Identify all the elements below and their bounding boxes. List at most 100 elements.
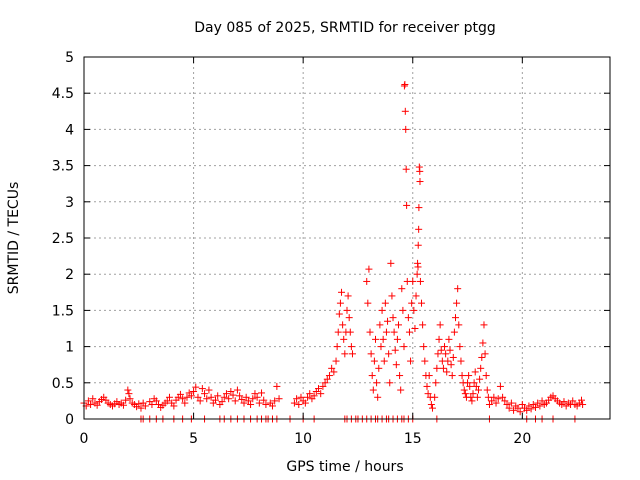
data-point bbox=[323, 375, 331, 383]
x-tick-labels: 0 5 10 15 20 bbox=[80, 431, 532, 447]
data-point bbox=[338, 288, 346, 296]
data-point bbox=[258, 389, 266, 397]
data-point bbox=[376, 321, 384, 329]
data-point bbox=[388, 292, 396, 300]
data-point bbox=[445, 335, 453, 343]
data-point bbox=[176, 390, 184, 398]
data-point bbox=[408, 299, 416, 307]
data-point bbox=[579, 401, 587, 409]
data-point bbox=[244, 397, 252, 405]
data-point bbox=[392, 361, 400, 369]
data-point bbox=[236, 392, 244, 400]
data-point bbox=[415, 204, 423, 212]
data-point bbox=[365, 265, 373, 273]
data-point bbox=[301, 399, 309, 407]
data-point bbox=[214, 392, 222, 400]
data-point bbox=[370, 357, 378, 365]
data-point bbox=[368, 372, 376, 380]
data-point bbox=[190, 387, 198, 395]
y-tick-labels: 0 0.5 1 1.5 2 2.5 3 3.5 4 4.5 5 bbox=[52, 50, 74, 428]
data-point bbox=[503, 401, 511, 409]
data-point bbox=[306, 390, 314, 398]
data-point bbox=[364, 299, 372, 307]
data-point bbox=[382, 328, 390, 336]
data-point bbox=[381, 299, 389, 307]
data-point bbox=[330, 368, 338, 376]
data-point bbox=[380, 357, 388, 365]
data-point bbox=[255, 399, 263, 407]
data-point bbox=[416, 178, 424, 186]
data-point bbox=[507, 399, 515, 407]
data-point bbox=[432, 379, 440, 387]
y-tick-label: 1.5 bbox=[52, 303, 74, 319]
data-point bbox=[425, 372, 433, 380]
data-point bbox=[379, 335, 387, 343]
data-point bbox=[339, 321, 347, 329]
data-point bbox=[247, 401, 255, 409]
data-point bbox=[431, 393, 439, 401]
data-point bbox=[399, 306, 407, 314]
data-point bbox=[479, 339, 487, 347]
data-point bbox=[442, 350, 450, 358]
data-point bbox=[538, 397, 546, 405]
data-point bbox=[443, 368, 451, 376]
data-point bbox=[501, 397, 509, 405]
data-point bbox=[222, 390, 230, 398]
x-tick-label: 0 bbox=[80, 431, 89, 447]
data-point bbox=[446, 346, 454, 354]
data-point bbox=[152, 397, 160, 405]
data-point bbox=[536, 402, 544, 410]
data-point bbox=[409, 277, 417, 285]
data-point bbox=[414, 241, 422, 249]
data-point bbox=[455, 321, 463, 329]
data-point bbox=[516, 408, 524, 416]
data-point bbox=[403, 201, 411, 209]
data-point bbox=[441, 343, 449, 351]
data-point bbox=[233, 386, 241, 394]
data-point bbox=[466, 382, 474, 390]
data-point bbox=[387, 259, 395, 267]
data-point bbox=[347, 343, 355, 351]
chart-title: Day 085 of 2025, SRMTID for receiver ptg… bbox=[194, 20, 496, 36]
data-point bbox=[467, 393, 475, 401]
x-tick-label: 5 bbox=[189, 431, 198, 447]
data-point bbox=[405, 328, 413, 336]
data-point bbox=[416, 277, 424, 285]
data-point bbox=[450, 328, 458, 336]
data-point bbox=[402, 165, 410, 173]
data-point bbox=[401, 81, 409, 89]
data-point bbox=[389, 314, 397, 322]
data-point bbox=[420, 343, 428, 351]
y-tick-label: 3 bbox=[65, 195, 74, 211]
data-point bbox=[433, 364, 441, 372]
data-point bbox=[122, 396, 130, 404]
data-point bbox=[238, 395, 246, 403]
data-point bbox=[435, 335, 443, 343]
data-point bbox=[505, 404, 513, 412]
data-point bbox=[481, 350, 489, 358]
data-point bbox=[444, 357, 452, 365]
data-point bbox=[488, 397, 496, 405]
data-point bbox=[183, 393, 191, 401]
data-point bbox=[393, 335, 401, 343]
data-point bbox=[196, 397, 204, 405]
data-point bbox=[275, 395, 283, 403]
data-point bbox=[471, 368, 479, 376]
grid-lines bbox=[84, 57, 610, 419]
y-tick-label: 2 bbox=[65, 267, 74, 283]
data-point bbox=[483, 386, 491, 394]
data-point bbox=[268, 402, 276, 410]
x-tick-label: 20 bbox=[513, 431, 531, 447]
data-point bbox=[119, 401, 127, 409]
data-point bbox=[400, 343, 408, 351]
data-point bbox=[436, 321, 444, 329]
data-point bbox=[578, 396, 586, 404]
data-point bbox=[456, 343, 464, 351]
data-point bbox=[453, 299, 461, 307]
data-point bbox=[192, 383, 200, 391]
data-point bbox=[449, 353, 457, 361]
data-point bbox=[404, 314, 412, 322]
data-point bbox=[203, 395, 211, 403]
data-point bbox=[225, 395, 233, 403]
